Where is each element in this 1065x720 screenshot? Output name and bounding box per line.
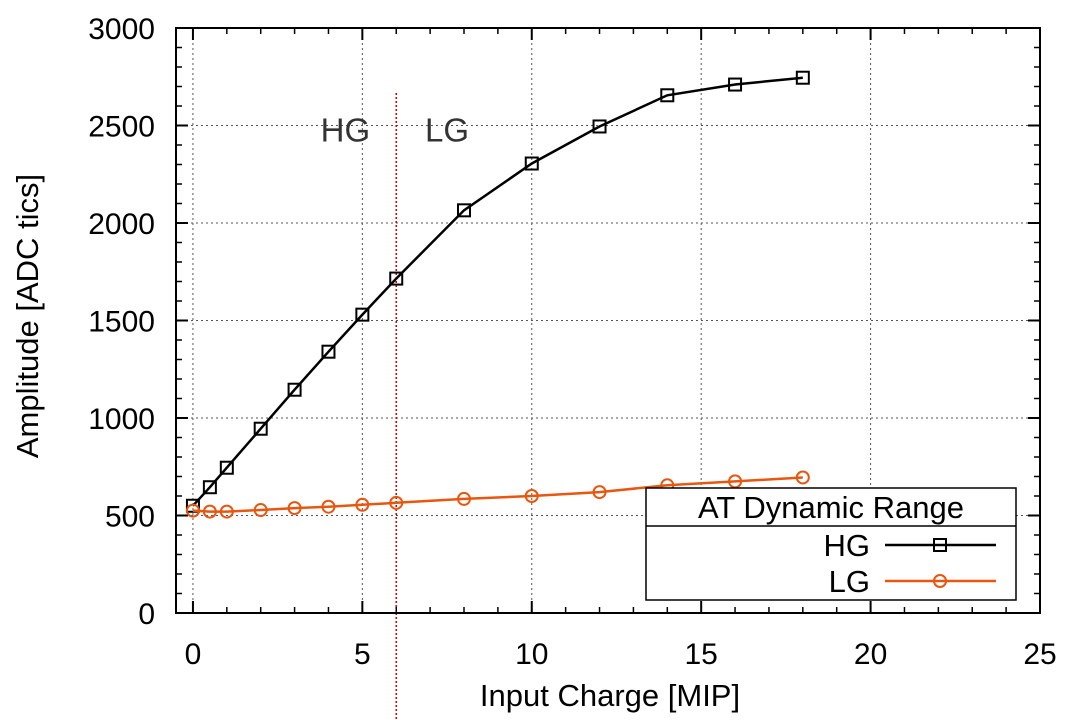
data-point-hg xyxy=(660,88,675,103)
data-point-lg xyxy=(287,501,302,516)
data-point-lg xyxy=(592,485,607,500)
y-axis-title: Amplitude [ADC tics] xyxy=(10,174,45,458)
x-axis-title: Input Charge [MIP] xyxy=(480,678,740,713)
data-point-lg xyxy=(219,504,234,519)
y-tick-label: 1000 xyxy=(88,403,155,436)
legend-title: AT Dynamic Range xyxy=(698,490,964,525)
data-point-hg xyxy=(524,156,539,171)
legend-swatch-marker-lg xyxy=(933,574,947,588)
x-tick-label: 20 xyxy=(854,638,887,671)
data-point-hg xyxy=(457,203,471,218)
data-point-lg xyxy=(795,470,810,485)
data-point-hg xyxy=(287,382,302,397)
series-layer xyxy=(185,70,810,519)
data-point-lg xyxy=(389,495,404,510)
y-tick-label: 500 xyxy=(105,501,155,534)
data-point-lg xyxy=(524,489,539,503)
annotation-hg: HG xyxy=(321,111,371,148)
x-tick-label: 10 xyxy=(515,638,548,671)
y-tick-label: 0 xyxy=(138,598,155,631)
annotation-lg: LG xyxy=(425,111,469,148)
y-tick-label: 1500 xyxy=(88,306,155,339)
series-hg xyxy=(185,70,810,513)
data-point-lg xyxy=(321,499,336,514)
axis-ticks: 0 5 10 15 20 25 0 500 1000 1500 2000 2500 3000 xyxy=(88,13,1056,671)
series-line-hg xyxy=(191,76,803,507)
y-tick-label: 2000 xyxy=(88,208,155,241)
data-point-hg xyxy=(253,421,268,436)
legend-swatch-marker-hg xyxy=(933,538,947,552)
legend: AT Dynamic Range HG LG xyxy=(645,487,1017,601)
data-point-lg xyxy=(253,503,268,518)
legend-label-hg: HG xyxy=(824,528,871,563)
data-point-lg xyxy=(185,503,200,518)
y-tick-label: 2500 xyxy=(88,111,155,144)
x-tick-label: 0 xyxy=(185,638,202,671)
x-tick-label: 25 xyxy=(1023,638,1056,671)
x-tick-label: 15 xyxy=(684,638,717,671)
data-point-hg xyxy=(202,480,217,495)
y-tick-label: 3000 xyxy=(88,13,155,46)
data-point-lg xyxy=(202,504,217,519)
data-point-hg xyxy=(728,77,743,92)
series-lg xyxy=(185,470,810,519)
legend-label-lg: LG xyxy=(829,564,870,599)
data-point-hg xyxy=(321,344,336,359)
data-point-hg xyxy=(389,271,404,286)
data-point-hg xyxy=(219,460,234,475)
data-point-hg xyxy=(795,70,810,85)
data-point-hg xyxy=(592,119,607,134)
data-point-hg xyxy=(355,307,370,322)
x-tick-label: 5 xyxy=(354,638,371,671)
data-point-lg xyxy=(457,491,471,506)
data-point-lg xyxy=(355,497,370,512)
